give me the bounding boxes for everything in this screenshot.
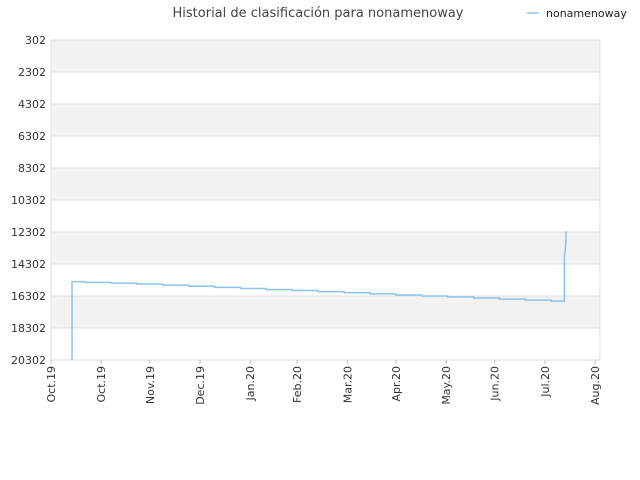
- plot-band: [51, 136, 600, 168]
- y-tick-label: 4302: [18, 98, 46, 111]
- x-tick-label: Feb.20: [291, 366, 304, 403]
- plot-band: [51, 232, 600, 264]
- series-layer: [71, 231, 567, 360]
- y-tick-label: 20302: [11, 354, 46, 367]
- plot-band: [51, 328, 600, 360]
- x-tick-label: Dec.19: [194, 366, 207, 405]
- x-tick-label: May.20: [440, 366, 453, 405]
- y-tick-label: 8302: [18, 162, 46, 175]
- plot-band: [51, 296, 600, 328]
- plot-band: [51, 40, 600, 72]
- plot-frame: [50, 39, 601, 361]
- y-axis-ticks: 302 2302 4302 6302 8302 10302 12302 14302 16302 1…: [11, 34, 46, 367]
- plot-band: [51, 264, 600, 296]
- plot-bands: [51, 40, 600, 360]
- plot-band: [51, 168, 600, 200]
- y-tick-label: 16302: [11, 290, 46, 303]
- x-tick-label: Mar.20: [341, 366, 354, 403]
- plot-band: [51, 104, 600, 136]
- y-tick-label: 2302: [18, 66, 46, 79]
- plot-band: [51, 200, 600, 232]
- chart-title: Historial de clasificación para nonameno…: [173, 6, 464, 21]
- legend[interactable]: nonamenoway: [527, 7, 627, 20]
- x-axis-ticks: Oct.19 Oct.19 Nov.19 Dec.19 Jan.20 Feb.20 Mar.…: [45, 360, 602, 405]
- y-tick-label: 10302: [11, 194, 46, 207]
- legend-label-nonamenoway: nonamenoway: [546, 7, 627, 20]
- y-tick-label: 6302: [18, 130, 46, 143]
- x-tick-label: Apr.20: [390, 366, 403, 402]
- x-tick-label: Oct.19: [95, 366, 108, 403]
- y-tick-label: 302: [25, 34, 46, 47]
- plot-band: [51, 72, 600, 104]
- y-tick-label: 12302: [11, 226, 46, 239]
- x-tick-label: Oct.19: [45, 366, 58, 403]
- series-line-nonamenoway: [71, 231, 567, 360]
- y-tick-label: 18302: [11, 322, 46, 335]
- x-tick-label: Jun.20: [489, 366, 502, 402]
- x-tick-label: Aug.20: [589, 366, 602, 405]
- x-tick-label: Jul.20: [539, 366, 552, 398]
- y-tick-label: 14302: [11, 258, 46, 271]
- x-tick-label: Nov.19: [144, 366, 157, 404]
- x-tick-label: Jan.20: [244, 366, 257, 401]
